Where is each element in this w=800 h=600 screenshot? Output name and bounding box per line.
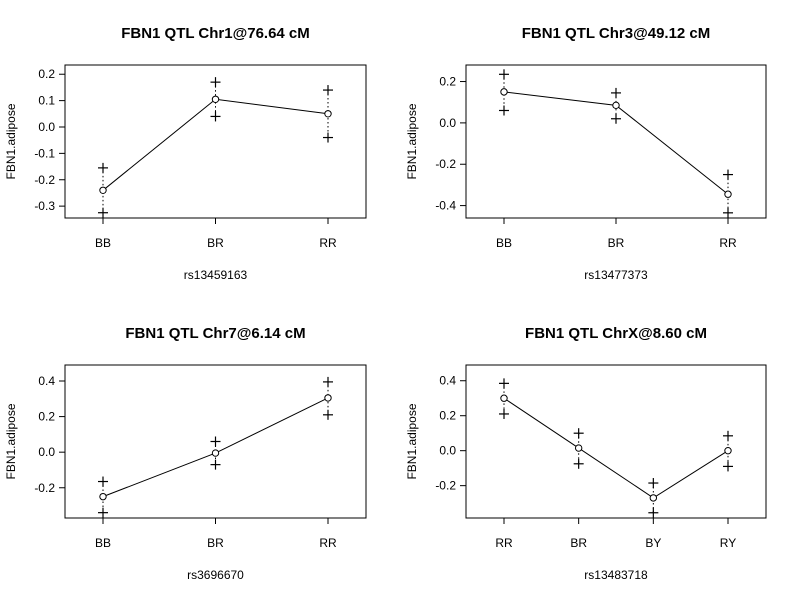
panel-3: FBN1 QTL Chr7@6.14 cM -0.2 0.0 0.2 0.4 BB BR RR…	[4, 325, 367, 582]
y-tick-label: 0.0	[439, 116, 456, 130]
x-tick-label: RR	[319, 536, 337, 550]
error-upper-marker	[210, 436, 221, 447]
data-point	[324, 110, 332, 118]
error-lower-marker	[499, 105, 509, 116]
error-upper-marker	[323, 85, 333, 96]
error-upper-marker	[98, 476, 108, 487]
x-tick-label: RR	[495, 536, 513, 550]
y-tick-label: 0.2	[439, 409, 456, 423]
y-tick-label: -0.2	[435, 479, 456, 493]
chart-title: FBN1 QTL Chr1@76.64 cM	[121, 25, 310, 42]
y-axis-label: FBN1.adipose	[405, 403, 419, 479]
y-tick-label: 0.1	[38, 94, 55, 108]
x-tick-label: RR	[319, 236, 337, 250]
x-tick-label: BR	[207, 536, 224, 550]
data-point	[211, 95, 220, 103]
error-upper-marker	[611, 87, 621, 98]
data-point	[211, 449, 220, 457]
x-tick-label: BR	[207, 236, 224, 250]
plot-frame	[64, 64, 367, 219]
x-tick-label: BB	[496, 236, 512, 250]
error-lower-marker	[611, 113, 621, 124]
panel-1: FBN1 QTL Chr1@76.64 cM -0.3 -0.2 -0.1 0.0 0.1…	[4, 25, 367, 282]
x-axis-label: rs13459163	[184, 268, 248, 282]
chart-title: FBN1 QTL Chr7@6.14 cM	[125, 325, 305, 342]
x-axis-label: rs13477373	[584, 268, 648, 282]
y-tick-label: 0.2	[439, 75, 456, 89]
error-upper-marker	[723, 169, 733, 180]
y-tick-label: -0.3	[34, 199, 55, 213]
data-point	[500, 394, 508, 402]
x-axis-label: rs3696670	[187, 568, 244, 582]
error-lower-marker	[323, 409, 333, 420]
error-lower-marker	[98, 507, 108, 518]
error-upper-marker	[648, 478, 659, 489]
error-lower-marker	[323, 132, 333, 143]
x-tick-label: BB	[95, 536, 111, 550]
error-lower-marker	[723, 461, 733, 472]
y-axis-label: FBN1.adipose	[4, 403, 18, 479]
series-line	[503, 397, 729, 499]
error-lower-marker	[499, 408, 509, 419]
y-tick-label: -0.2	[435, 157, 456, 171]
panel-4: FBN1 QTL ChrX@8.60 cM -0.2 0.0 0.2 0.4 RR BR BY…	[405, 325, 767, 582]
error-lower-marker	[723, 207, 733, 218]
y-tick-label: 0.4	[439, 374, 456, 388]
error-lower-marker	[210, 111, 221, 122]
data-point	[324, 394, 332, 402]
x-tick-label: BB	[95, 236, 111, 250]
y-axis-label: FBN1.adipose	[4, 103, 18, 179]
data-point	[724, 190, 732, 198]
error-lower-marker	[573, 458, 584, 469]
y-tick-label: -0.1	[34, 146, 55, 160]
error-lower-marker	[648, 507, 659, 518]
error-upper-marker	[723, 430, 733, 441]
error-lower-marker	[210, 459, 221, 470]
y-tick-label: 0.2	[38, 410, 55, 424]
data-point	[500, 88, 508, 96]
data-point	[649, 494, 658, 502]
error-lower-marker	[98, 207, 108, 218]
y-axis-label: FBN1.adipose	[405, 103, 419, 179]
series-line	[102, 397, 329, 498]
chart-title: FBN1 QTL ChrX@8.60 cM	[525, 325, 707, 342]
y-tick-label: 0.0	[38, 445, 55, 459]
data-point	[574, 444, 583, 452]
y-tick-label: -0.2	[34, 481, 55, 495]
chart-title: FBN1 QTL Chr3@49.12 cM	[522, 25, 711, 42]
error-upper-marker	[499, 378, 509, 389]
plot-frame	[465, 364, 767, 519]
error-upper-marker	[499, 69, 509, 80]
y-tick-label: 0.0	[439, 444, 456, 458]
data-point	[99, 492, 107, 501]
y-tick-label: 0.2	[38, 67, 55, 81]
data-point	[99, 186, 107, 195]
x-tick-label: BR	[570, 536, 587, 550]
error-upper-marker	[573, 428, 584, 439]
x-tick-label: BR	[608, 236, 625, 250]
error-upper-marker	[323, 376, 333, 387]
x-tick-label: BY	[645, 536, 661, 550]
x-tick-label: RR	[719, 236, 737, 250]
y-tick-label: -0.2	[34, 173, 55, 187]
x-axis-label: rs13483718	[584, 568, 648, 582]
y-tick-label: 0.0	[38, 120, 55, 134]
x-tick-label: RY	[720, 536, 736, 550]
error-upper-marker	[210, 77, 221, 88]
data-point	[612, 101, 620, 110]
error-upper-marker	[98, 162, 108, 173]
y-tick-label: 0.4	[38, 374, 55, 388]
panel-2: FBN1 QTL Chr3@49.12 cM -0.4 -0.2 0.0 0.2 BB BR…	[405, 25, 767, 282]
y-tick-label: -0.4	[435, 199, 456, 213]
data-point	[724, 446, 732, 455]
